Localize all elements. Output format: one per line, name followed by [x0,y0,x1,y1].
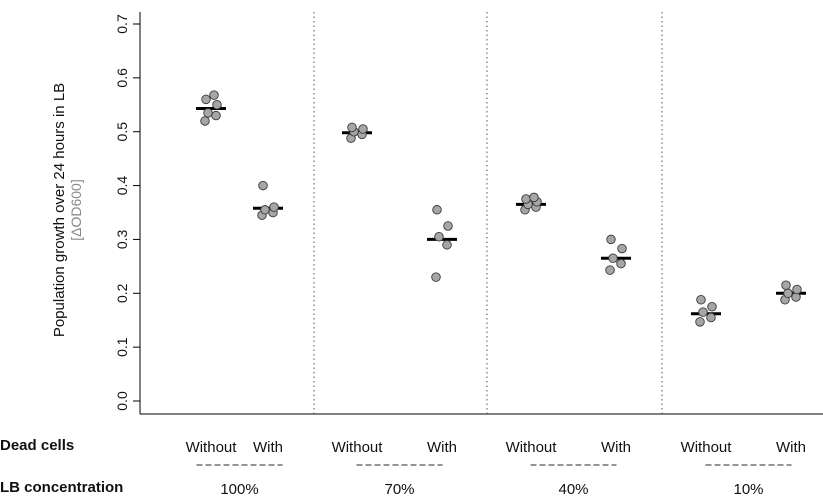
lb-concentration-label: 70% [384,481,414,496]
data-marks [196,90,806,327]
data-point [431,272,441,282]
group-7 [691,294,721,327]
group-2 [253,180,283,220]
group-separators [313,12,663,414]
data-point [695,317,705,327]
data-point [529,192,539,203]
data-point [608,253,618,264]
data-point [201,94,211,105]
data-point [783,288,793,299]
data-point [792,284,802,295]
group-8 [776,280,806,305]
y-tick-label: 0.5 [114,122,130,142]
y-tick-label: 0.1 [114,337,130,357]
group-5 [516,192,546,215]
group-4 [427,205,457,282]
data-point [269,202,279,212]
dead-cells-label: Without [332,439,384,456]
data-point [605,265,615,275]
data-point [200,116,210,126]
dead-cells-label: With [427,439,457,456]
axes: 0.0 0.1 0.2 0.3 0.4 0.5 0.6 0.7 [114,12,823,415]
data-point [707,302,717,312]
dead-cells-label: With [253,439,283,456]
data-point [203,108,213,118]
y-tick-label: 0.7 [114,14,130,34]
data-point [347,122,357,133]
category-labels: Without With Without With Without With Without… [186,439,806,496]
data-point [358,124,368,134]
data-point [606,234,616,245]
data-point [260,205,270,215]
y-tick-label: 0.0 [114,391,130,411]
group-6 [601,234,631,275]
data-point [434,231,444,242]
dead-cells-label: Without [506,439,558,456]
data-point [209,90,219,100]
group-3 [342,122,372,143]
data-point [442,240,452,250]
data-point [706,312,716,323]
lb-concentration-row-label: LB concentration [0,479,124,496]
data-point [443,221,453,231]
dead-cells-label: Without [681,439,733,456]
y-tick-label: 0.3 [114,229,130,249]
data-point [698,307,708,317]
y-axis-title: Population growth over 24 hours in LB [51,82,68,338]
dead-cells-label: Without [186,439,238,456]
data-point [616,258,626,269]
data-point [521,194,531,204]
lb-concentration-label: 40% [558,481,588,496]
data-point [211,110,221,121]
lb-concentration-label: 100% [220,481,258,496]
data-point [258,180,268,191]
y-axis-unit: [ΔOD600] [68,179,84,241]
y-tick-label: 0.6 [114,68,130,88]
data-point [432,205,442,215]
group-1 [196,90,226,126]
y-tick-label: 0.2 [114,283,130,303]
data-point [781,280,791,290]
dead-cells-label: With [601,439,631,456]
data-point [617,243,627,254]
y-axis-label: Population growth over 24 hours in LB [Δ… [38,0,98,410]
lb-concentration-label: 10% [733,481,763,496]
y-tick-label: 0.4 [114,176,130,196]
dead-cells-label: With [776,439,806,456]
data-point [212,100,222,110]
dead-cells-row-label: Dead cells [0,437,75,454]
data-point [696,294,706,305]
